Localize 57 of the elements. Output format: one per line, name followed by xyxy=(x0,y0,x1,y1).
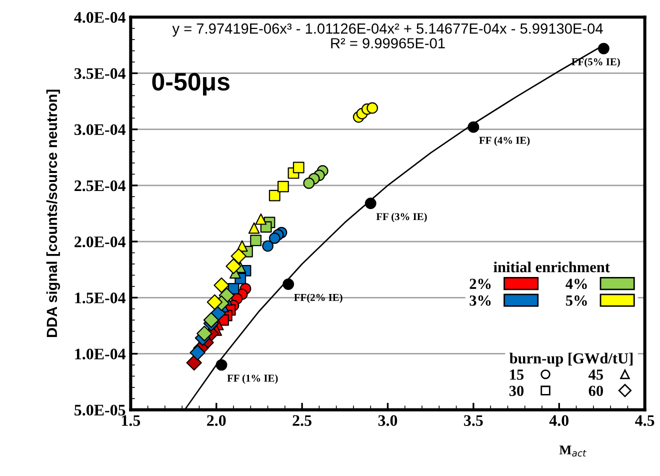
point xyxy=(598,42,610,54)
y-tick-label: 1.0E-04 xyxy=(75,348,126,360)
point xyxy=(203,312,220,328)
y-tick-label: 3.5E-04 xyxy=(74,68,126,80)
y-tick-label: 2.5E-04 xyxy=(74,180,126,192)
point xyxy=(230,248,246,264)
point xyxy=(248,222,260,234)
point xyxy=(282,278,294,290)
annotation: y = 7.97419E-06x³ - 1.01126E-04x² + 5.14677E-04x - 5.99130E-04 xyxy=(172,23,603,37)
x-tick-label: 4.0 xyxy=(549,415,569,426)
y-axis-title: DDA signal [counts/source neutron] xyxy=(46,90,60,338)
point xyxy=(186,354,202,371)
legend-label: 4% xyxy=(566,278,587,290)
point xyxy=(255,213,267,225)
point xyxy=(268,232,280,244)
annotation: burn-up [GWd/tU] xyxy=(510,352,633,367)
legend-label: 5% xyxy=(566,295,587,306)
point xyxy=(364,198,376,210)
x-tick-label: 4.5 xyxy=(635,415,654,426)
point xyxy=(278,180,289,192)
point xyxy=(262,240,274,252)
legend-label: 3% xyxy=(470,295,491,306)
legend-label: 2% xyxy=(470,278,491,290)
point xyxy=(303,177,315,189)
annotation: R² = 9.99965E-01 xyxy=(331,38,445,48)
legend-label: 15 xyxy=(510,370,524,380)
annotation: FF (3% IE) xyxy=(376,212,427,222)
legend-label: 60 xyxy=(588,386,603,396)
point xyxy=(268,190,280,202)
point xyxy=(468,121,480,133)
point xyxy=(216,359,228,371)
point xyxy=(190,344,206,360)
y-tick-label: 4.0E-04 xyxy=(74,12,126,23)
y-tick-label: 3.0E-04 xyxy=(74,124,126,136)
legend-title: initial enrichment xyxy=(494,262,610,272)
point xyxy=(292,162,304,174)
point xyxy=(226,258,242,274)
point xyxy=(250,234,262,246)
x-tick-label: 3.0 xyxy=(378,415,398,426)
x-tick-label: 2.5 xyxy=(292,415,312,426)
legend-label: 30 xyxy=(509,386,524,396)
annotation: FF(2% IE) xyxy=(294,294,342,304)
point xyxy=(366,102,378,114)
point xyxy=(196,326,212,342)
annotation: FF (4% IE) xyxy=(479,136,530,146)
legend-label: 45 xyxy=(588,370,604,380)
x-tick-label: 1.5 xyxy=(122,415,140,426)
y-tick-label: 5.0E-05 xyxy=(74,404,126,416)
x-axis-title: M$_{act}$ xyxy=(559,446,586,457)
x-tick-label: 3.5 xyxy=(464,415,483,426)
point xyxy=(214,277,230,294)
y-tick-label: 1.5E-04 xyxy=(75,292,126,304)
annotation: 0-50μs xyxy=(152,72,230,96)
x-tick-label: 2.0 xyxy=(207,415,226,426)
point xyxy=(206,294,222,310)
annotation: FF (1% IE) xyxy=(227,374,278,384)
y-tick-label: 2.0E-04 xyxy=(74,236,126,248)
